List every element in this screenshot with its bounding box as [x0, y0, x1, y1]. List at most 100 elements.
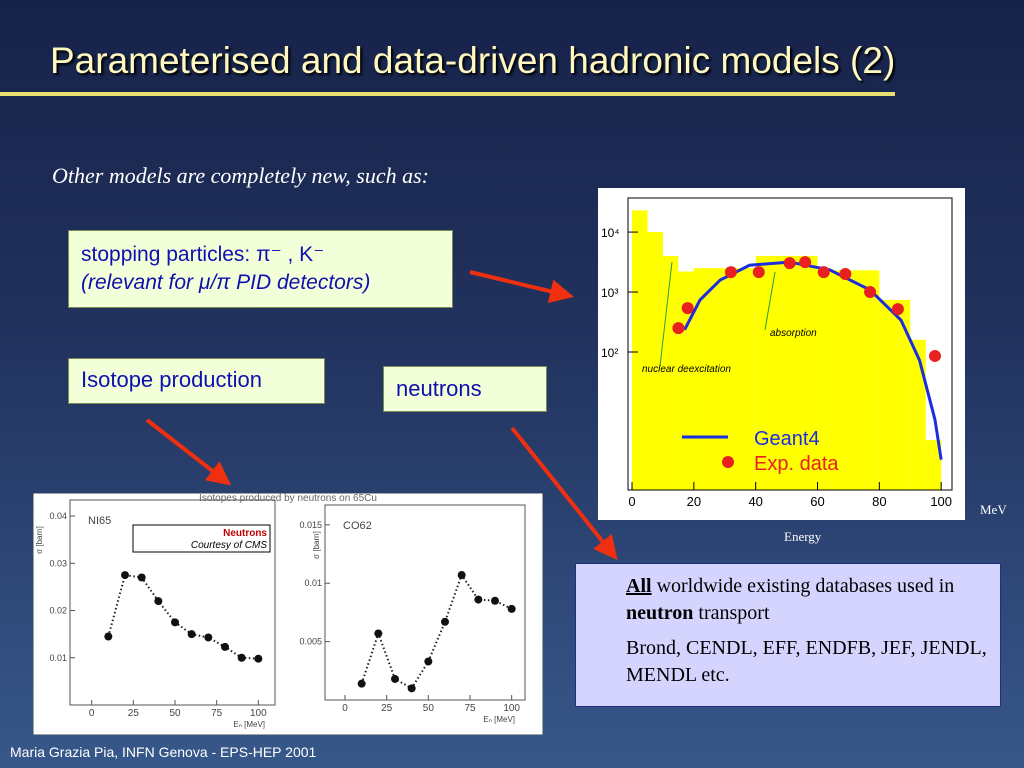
histogram-bar — [632, 210, 648, 491]
histogram-bar — [693, 268, 756, 490]
x-tick-label: 60 — [810, 494, 824, 509]
curve — [107, 573, 259, 660]
data-point — [221, 642, 229, 651]
y-tick-label: 10⁴ — [601, 226, 620, 240]
stopping-label: stopping particles: — [81, 243, 251, 266]
data-point — [681, 302, 694, 315]
particles: π⁻ , K⁻ — [256, 243, 325, 266]
db-text: transport — [698, 602, 770, 624]
data-point — [204, 633, 213, 642]
x-label: Eₙ [MeV] — [233, 720, 265, 729]
x-tick-label: 75 — [211, 708, 223, 719]
data-point — [391, 674, 399, 683]
x-tick-label: 20 — [687, 494, 701, 509]
y-tick-label: 0.03 — [49, 558, 67, 568]
x-tick-label: 100 — [503, 703, 520, 714]
db-list: Brond, CENDL, EFF, ENDFB, JEF, JENDL, ME… — [626, 637, 987, 686]
y-label: σ [barn] — [312, 531, 321, 559]
y-tick-label: 0.01 — [304, 578, 322, 588]
panel-frame — [324, 504, 526, 701]
data-point — [137, 573, 146, 582]
data-point — [407, 684, 416, 693]
isotope-box: Isotope production — [68, 358, 325, 404]
y-label: σ [barn] — [35, 526, 44, 554]
title-rule — [0, 92, 895, 96]
y-tick-label: 0.04 — [49, 511, 67, 521]
x-unit: MeV — [980, 502, 1007, 517]
x-tick-label: 0 — [89, 708, 95, 719]
data-point — [491, 596, 499, 605]
x-tick-label: 0 — [342, 703, 348, 714]
data-point — [187, 630, 196, 639]
y-tick-label: 0.01 — [49, 653, 67, 663]
stopping-box: stopping particles: π⁻ , K⁻ (relevant fo… — [68, 230, 453, 308]
panel-name: CO62 — [343, 520, 372, 532]
model-line — [683, 260, 943, 460]
x-label: Energy — [784, 529, 822, 544]
x-label: Eₙ [MeV] — [483, 715, 515, 724]
annotation: absorption — [770, 328, 817, 339]
plot-frame — [33, 493, 543, 735]
data-point — [839, 267, 852, 280]
data-point — [121, 571, 129, 580]
curve — [360, 572, 513, 690]
y-tick-label: 0.02 — [49, 606, 67, 616]
data-point — [237, 653, 246, 662]
data-point — [254, 654, 263, 663]
y-tick-label: 10³ — [601, 286, 618, 300]
data-point — [104, 632, 113, 641]
data-point — [928, 349, 941, 362]
x-tick-label: 80 — [872, 494, 886, 509]
plot-area — [627, 197, 953, 491]
data-point — [752, 266, 765, 279]
histogram-bar — [910, 339, 926, 490]
x-tick-label: 100 — [250, 708, 267, 719]
db-emphasis: All — [626, 575, 652, 597]
note-box — [132, 524, 271, 553]
legend-label: Exp. data — [754, 453, 839, 475]
data-point — [357, 679, 366, 688]
isotope-plots: Isotopes produced by neutrons on 65Cu NI… — [33, 493, 543, 735]
data-point — [507, 604, 516, 613]
panel-name: NI65 — [88, 515, 111, 527]
db-text: worldwide existing databases used in — [656, 575, 955, 597]
title: Parameterised and data-driven hadronic m… — [50, 40, 896, 81]
data-point — [424, 657, 433, 666]
annotation-arrow — [659, 261, 673, 367]
x-tick-label: 0 — [628, 494, 635, 509]
data-point — [171, 618, 179, 627]
histogram-bar — [755, 255, 818, 490]
databases-box: All worldwide existing databases used in… — [575, 563, 1001, 707]
data-point — [817, 266, 830, 279]
plot-title: Isotopes produced by neutrons on 65Cu — [199, 493, 377, 504]
arrow — [145, 418, 232, 486]
energy-plot: 0 20 40 60 80 100 10² 10³ 10⁴ absorption nuclear d… — [598, 188, 965, 520]
data-point — [474, 595, 483, 604]
neutrons-box: neutrons — [383, 366, 547, 412]
y-tick-label: 0.015 — [299, 520, 322, 530]
footer: Maria Grazia Pia, INFN Genova - EPS-HEP … — [10, 744, 317, 760]
data-point — [457, 571, 466, 580]
data-point — [441, 617, 449, 626]
legend-label: Geant4 — [754, 428, 820, 450]
x-tick-label: 25 — [128, 708, 140, 719]
histogram-bar — [925, 440, 942, 490]
y-tick-label: 0.005 — [299, 637, 322, 647]
arrow — [469, 270, 574, 304]
x-tick-label: 40 — [748, 494, 762, 509]
note-title: Neutrons — [223, 528, 267, 539]
x-tick-label: 50 — [169, 708, 181, 719]
db-line: All worldwide existing databases used in… — [626, 573, 988, 627]
x-tick-label: 50 — [423, 703, 435, 714]
x-tick-label: 100 — [930, 494, 952, 509]
panel-frame — [69, 499, 276, 706]
data-point — [374, 629, 383, 638]
x-tick-label: 25 — [381, 703, 393, 714]
y-tick-label: 10² — [601, 346, 618, 360]
data-point — [799, 256, 812, 269]
histogram-bar — [662, 255, 679, 490]
note-credit: Courtesy of CMS — [191, 540, 267, 551]
intro: Other models are completely new, such as… — [52, 163, 429, 188]
annotation-arrow — [764, 271, 776, 331]
